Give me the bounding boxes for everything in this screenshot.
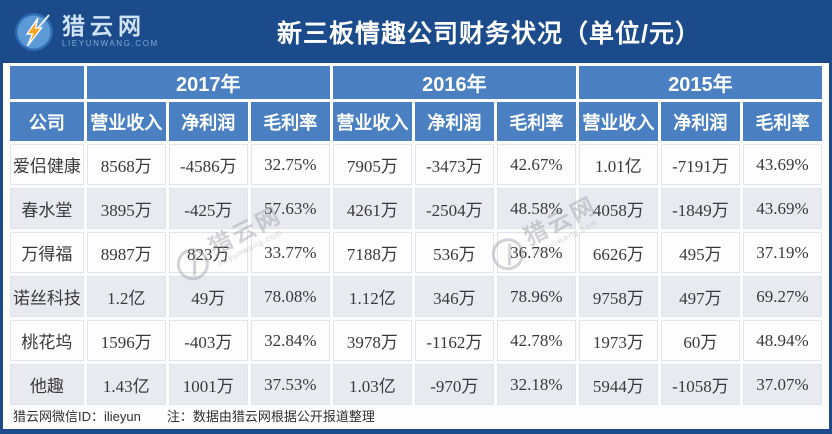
table-row: 桃花坞 1596万 -403万 32.84% 3978万 -1162万 42.7… (10, 320, 822, 361)
metric-header-row: 公司 营业收入 净利润 毛利率 营业收入 净利润 毛利率 营业收入 净利润 毛利… (10, 102, 822, 141)
cell-value: 497万 (660, 276, 740, 317)
cell-value: -403万 (168, 320, 248, 361)
cell-value: 9758万 (578, 276, 658, 317)
logo-text-block: 猎云网 LIEYUNWANG.COM (62, 14, 159, 49)
cell-value: 57.63% (250, 188, 330, 229)
corner-cell (10, 66, 84, 99)
cell-value: 37.53% (250, 364, 330, 405)
page-title: 新三板情趣公司财务状况（单位/元） (277, 19, 701, 48)
cell-value: 33.77% (250, 232, 330, 273)
table-row: 诺丝科技 1.2亿 49万 78.08% 1.12亿 346万 78.96% 9… (10, 276, 822, 317)
company-name: 万得福 (10, 232, 84, 273)
cell-value: -2504万 (414, 188, 494, 229)
logo-name: 猎云网 (62, 13, 146, 40)
logo-domain: LIEYUNWANG.COM (62, 39, 159, 49)
year-header-2016: 2016年 (332, 66, 576, 99)
col-header-margin-2017: 毛利率 (250, 102, 330, 141)
col-header-revenue-2016: 营业收入 (332, 102, 412, 141)
col-header-profit-2017: 净利润 (168, 102, 248, 141)
table-row: 爱侣健康 8568万 -4586万 32.75% 7905万 -3473万 42… (10, 144, 822, 185)
company-name: 他趣 (10, 364, 84, 405)
cell-value: 1973万 (578, 320, 658, 361)
cell-value: 6626万 (578, 232, 658, 273)
cell-value: 4058万 (578, 188, 658, 229)
cell-value: 78.08% (250, 276, 330, 317)
cell-value: 48.94% (742, 320, 822, 361)
cell-value: -1058万 (660, 364, 740, 405)
col-header-revenue-2017: 营业收入 (86, 102, 166, 141)
cell-value: 37.07% (742, 364, 822, 405)
col-header-profit-2015: 净利润 (660, 102, 740, 141)
cell-value: 43.69% (742, 144, 822, 185)
year-header-2017: 2017年 (86, 66, 330, 99)
wechat-id-note: 猎云网微信ID：ilieyun (13, 408, 141, 424)
cell-value: 48.58% (496, 188, 576, 229)
cell-value: -425万 (168, 188, 248, 229)
cell-value: 495万 (660, 232, 740, 273)
col-header-margin-2016: 毛利率 (496, 102, 576, 141)
cell-value: 49万 (168, 276, 248, 317)
company-name: 爱侣健康 (10, 144, 84, 185)
cell-value: 32.18% (496, 364, 576, 405)
table-row: 万得福 8987万 823万 33.77% 7188万 536万 36.78% … (10, 232, 822, 273)
cell-value: 536万 (414, 232, 494, 273)
col-header-margin-2015: 毛利率 (742, 102, 822, 141)
cell-value: 3895万 (86, 188, 166, 229)
cell-value: 1.12亿 (332, 276, 412, 317)
cell-value: 5944万 (578, 364, 658, 405)
cell-value: -1162万 (414, 320, 494, 361)
cell-value: 4261万 (332, 188, 412, 229)
company-name: 春水堂 (10, 188, 84, 229)
table-row: 他趣 1.43亿 1001万 37.53% 1.03亿 -970万 32.18%… (10, 364, 822, 405)
cell-value: 7905万 (332, 144, 412, 185)
cell-value: 1001万 (168, 364, 248, 405)
cell-value: 8987万 (86, 232, 166, 273)
lieyun-logo-icon (15, 12, 53, 51)
cell-value: 32.75% (250, 144, 330, 185)
cell-value: -7191万 (660, 144, 740, 185)
cell-value: 69.27% (742, 276, 822, 317)
banner: 猎云网 LIEYUNWANG.COM 新三板情趣公司财务状况（单位/元） (0, 0, 832, 63)
cell-value: 36.78% (496, 232, 576, 273)
cell-value: 1.01亿 (578, 144, 658, 185)
cell-value: 1.03亿 (332, 364, 412, 405)
cell-value: 43.69% (742, 188, 822, 229)
cell-value: -3473万 (414, 144, 494, 185)
cell-value: 7188万 (332, 232, 412, 273)
lieyun-logo: 猎云网 LIEYUNWANG.COM (14, 12, 172, 52)
cell-value: -1849万 (660, 188, 740, 229)
data-source-note: 注：数据由猎云网根据公开报道整理 (166, 408, 375, 424)
cell-value: 3978万 (332, 320, 412, 361)
cell-value: 823万 (168, 232, 248, 273)
company-column-header: 公司 (10, 102, 84, 141)
cell-value: 42.67% (496, 144, 576, 185)
year-header-2015: 2015年 (578, 66, 822, 99)
cell-value: 1.2亿 (86, 276, 166, 317)
cell-value: 78.96% (496, 276, 576, 317)
financial-table: 2017年 2016年 2015年 公司 营业收入 净利润 毛利率 营业收入 净… (7, 63, 825, 408)
cell-value: 32.84% (250, 320, 330, 361)
footer-notes: 猎云网微信ID：ilieyun 注：数据由猎云网根据公开报道整理 (13, 404, 375, 426)
year-header-row: 2017年 2016年 2015年 (10, 66, 822, 99)
table-row: 春水堂 3895万 -425万 57.63% 4261万 -2504万 48.5… (10, 188, 822, 229)
cell-value: 1.43亿 (86, 364, 166, 405)
cell-value: 37.19% (742, 232, 822, 273)
cell-value: -4586万 (168, 144, 248, 185)
col-header-profit-2016: 净利润 (414, 102, 494, 141)
cell-value: 346万 (414, 276, 494, 317)
table-sheet: 2017年 2016年 2015年 公司 营业收入 净利润 毛利率 营业收入 净… (3, 63, 829, 429)
col-header-revenue-2015: 营业收入 (578, 102, 658, 141)
cell-value: 60万 (660, 320, 740, 361)
cell-value: 8568万 (86, 144, 166, 185)
cell-value: 42.78% (496, 320, 576, 361)
cell-value: -970万 (414, 364, 494, 405)
company-name: 诺丝科技 (10, 276, 84, 317)
company-name: 桃花坞 (10, 320, 84, 361)
cell-value: 1596万 (86, 320, 166, 361)
